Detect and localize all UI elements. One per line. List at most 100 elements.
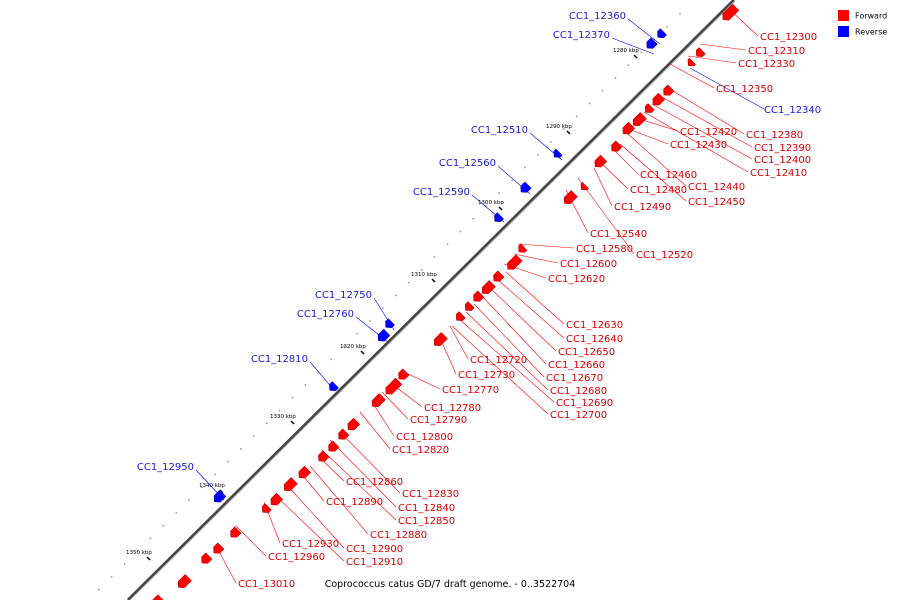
kbp-tick-mark: [219, 489, 224, 494]
minor-tick: [472, 217, 475, 220]
forward-gene-label: CC1_13010: [238, 579, 295, 590]
forward-gene-label: CC1_12900: [346, 544, 403, 555]
minor-tick: [666, 25, 668, 28]
reverse-gene-label: CC1_12950: [137, 462, 194, 473]
forward-gene-label: CC1_12860: [346, 477, 403, 488]
genome-caption: Coprococcus catus GD/7 draft genome. - 0…: [324, 579, 576, 590]
kbp-tick-label: 1310 kbp: [411, 272, 437, 278]
kbp-tick-label: 1290 kbp: [546, 124, 572, 130]
forward-gene-label: CC1_12840: [398, 503, 455, 514]
forward-gene-label: CC1_12460: [640, 170, 697, 181]
reverse-gene-arrow: [213, 489, 227, 503]
forward-gene-arrow: [473, 290, 485, 302]
forward-gene-label: CC1_12800: [396, 432, 453, 443]
forward-gene-arrow: [213, 542, 225, 554]
minor-tick: [201, 486, 203, 489]
forward-leader-line: [667, 87, 745, 135]
forward-leader-line: [577, 177, 635, 255]
minor-tick: [498, 192, 501, 194]
forward-leader-line: [625, 127, 669, 145]
forward-gene-label: CC1_12700: [550, 410, 607, 421]
minor-tick: [640, 51, 643, 54]
reverse-gene-label: CC1_12510: [471, 125, 528, 136]
reverse-gene-label: CC1_12590: [413, 187, 470, 198]
minor-tick: [562, 128, 565, 131]
minor-tick: [601, 89, 604, 92]
forward-leader-line: [473, 303, 545, 378]
forward-gene-arrow: [722, 3, 740, 21]
minor-tick: [188, 499, 191, 501]
kbp-tick-mark: [498, 206, 503, 211]
kbp-tick-label: 1320 kbp: [340, 344, 366, 350]
reverse-gene-arrow: [520, 181, 532, 193]
legend-label: Forward: [855, 12, 887, 21]
forward-gene-label: CC1_12910: [346, 557, 403, 568]
minor-tick: [588, 102, 591, 105]
minor-tick: [123, 563, 126, 565]
forward-gene-label: CC1_12300: [760, 32, 817, 43]
forward-gene-label: CC1_12380: [746, 130, 803, 141]
forward-leader-line: [309, 465, 369, 535]
gene-labels: CC1_12300 CC1_12310 CC1_12330 CC1_12350 CC1_…: [137, 11, 821, 590]
kbp-tick-mark: [290, 420, 295, 425]
gene-features: [152, 3, 740, 600]
forward-gene-label: CC1_12350: [716, 84, 773, 95]
minor-tick: [136, 550, 139, 553]
forward-gene-arrow: [464, 301, 475, 311]
minor-ticks: [97, 13, 681, 591]
minor-tick: [97, 588, 100, 591]
forward-leader-line: [381, 391, 409, 420]
forward-gene-label: CC1_12960: [268, 552, 325, 563]
reverse-gene-arrow: [494, 212, 504, 222]
forward-leader-line: [439, 337, 457, 375]
forward-leader-line: [619, 143, 687, 202]
forward-leader-line: [669, 63, 715, 89]
minor-tick: [149, 537, 152, 540]
minor-tick: [227, 460, 229, 463]
forward-gene-label: CC1_12450: [688, 197, 745, 208]
forward-gene-label: CC1_12780: [424, 403, 481, 414]
forward-gene-arrow: [644, 103, 655, 113]
forward-gene-arrow: [261, 503, 272, 513]
minor-tick: [252, 435, 255, 438]
forward-gene-label: CC1_12630: [566, 320, 623, 331]
minor-tick: [382, 307, 384, 310]
forward-gene-label: CC1_12720: [470, 355, 527, 366]
minor-tick: [524, 166, 526, 169]
forward-gene-label: CC1_12890: [326, 497, 383, 508]
forward-leader-line: [321, 449, 397, 521]
reverse-gene-label: CC1_12750: [315, 290, 372, 301]
forward-leader-line: [627, 133, 687, 187]
forward-gene-arrow: [611, 140, 623, 152]
forward-gene-label: CC1_12730: [458, 370, 515, 381]
forward-gene-label: CC1_12420: [680, 127, 737, 138]
minor-tick: [511, 179, 513, 182]
reverse-leader-line: [611, 37, 655, 55]
minor-tick: [614, 77, 617, 79]
minor-tick: [420, 268, 423, 271]
forward-leader-line: [285, 483, 345, 549]
forward-gene-label: CC1_12770: [442, 385, 499, 396]
minor-tick: [304, 384, 307, 386]
minor-tick: [356, 332, 358, 335]
forward-gene-label: CC1_12660: [548, 360, 605, 371]
forward-leader-line: [481, 295, 547, 365]
forward-leader-line: [489, 287, 557, 352]
forward-gene-arrow: [433, 331, 448, 347]
minor-tick: [369, 320, 371, 322]
minor-tick: [214, 473, 216, 476]
forward-leader-line: [359, 411, 391, 450]
forward-gene-arrow: [687, 57, 697, 67]
forward-gene-label: CC1_12670: [546, 373, 603, 384]
reverse-gene-label: CC1_12810: [251, 354, 308, 365]
backbone-line: [126, 0, 736, 600]
forward-gene-label: CC1_12430: [670, 140, 727, 151]
forward-gene-arrow: [385, 377, 403, 395]
forward-gene-arrow: [347, 417, 361, 431]
forward-gene-arrow: [493, 270, 505, 282]
minor-tick: [265, 422, 268, 425]
kbp-tick-label: 1300 kbp: [478, 200, 504, 206]
minor-tick: [446, 243, 449, 246]
minor-tick: [278, 409, 281, 412]
